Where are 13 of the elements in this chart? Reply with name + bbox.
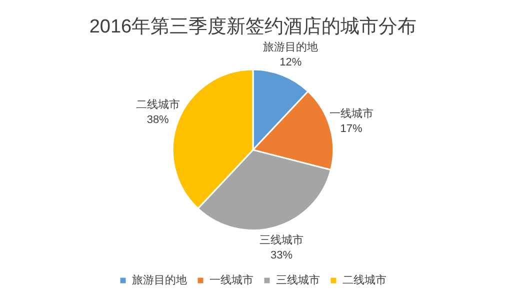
legend-label: 二线城市	[342, 274, 386, 287]
legend-label: 旅游目的地	[132, 274, 187, 287]
data-label: 17%	[340, 122, 363, 135]
slice-label: 旅游目的地	[263, 40, 318, 54]
data-label: 12%	[280, 56, 302, 68]
slice-label: 二线城市	[136, 98, 180, 111]
chart-title: 2016年第三季度新签约酒店的城市分布	[89, 16, 417, 38]
data-label: 33%	[270, 250, 293, 262]
legend-label: 一线城市	[210, 274, 254, 287]
legend-label: 三线城市	[276, 274, 320, 287]
slice-label: 三线城市	[260, 234, 304, 247]
slice-label: 一线城市	[329, 106, 374, 120]
data-label: 38%	[146, 114, 170, 126]
